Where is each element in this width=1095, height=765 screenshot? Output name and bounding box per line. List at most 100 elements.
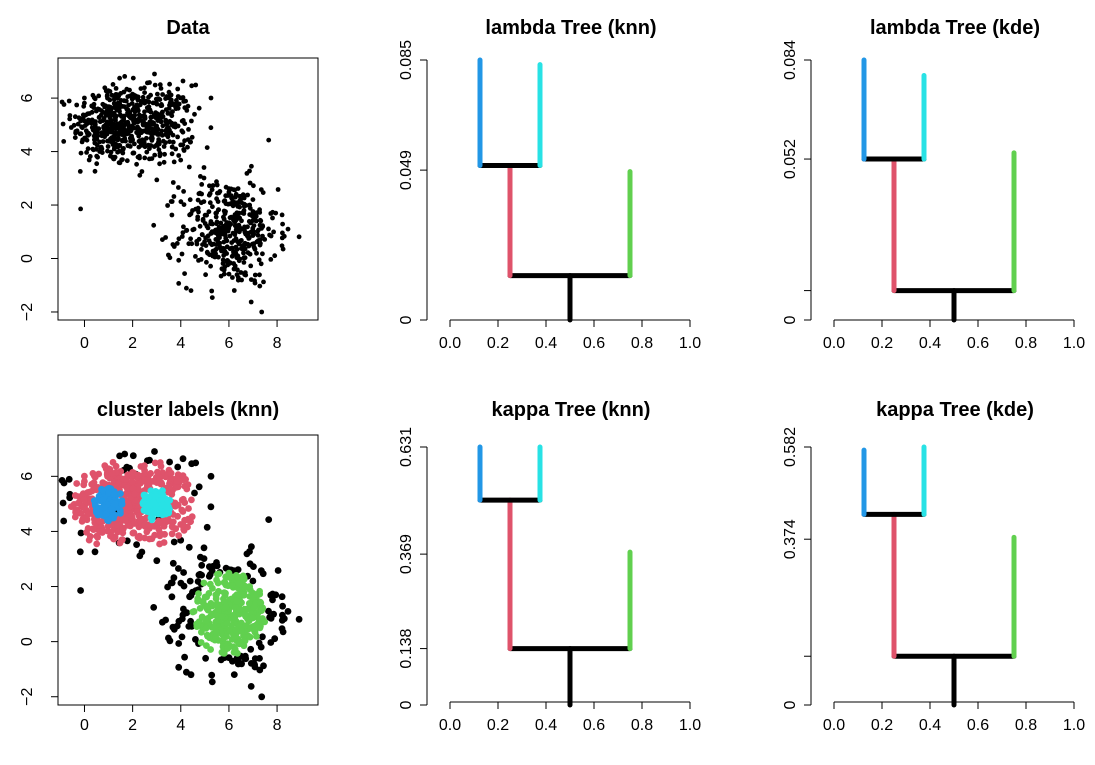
data-scatter-panel: Data 0 2 4 6 8 −2 0 2 4 6 [19, 17, 319, 352]
data-point [105, 517, 112, 525]
data-point [243, 203, 249, 208]
data-point [200, 544, 208, 552]
data-point [128, 512, 136, 519]
data-point [179, 521, 187, 528]
y-tick-label: 0.374 [782, 519, 799, 559]
data-point [295, 615, 303, 623]
data-point [241, 255, 247, 261]
lambda-tree-kde-panel: lambda Tree (kde) 0.0 0.2 0.4 0.6 0.8 1.0 0 0.… [782, 17, 1085, 352]
data-point [230, 649, 238, 656]
data-title: Data [166, 17, 210, 39]
data-point [180, 142, 186, 148]
data-point [261, 618, 269, 626]
data-point [158, 86, 164, 91]
data-point [256, 587, 263, 595]
data-point [67, 113, 73, 118]
lambda-kde-x-axis: 0.0 0.2 0.4 0.6 0.8 1.0 [823, 319, 1085, 352]
data-point [89, 470, 97, 477]
data-point [132, 141, 137, 147]
data-point [257, 567, 265, 574]
data-point [193, 623, 201, 630]
data-point [189, 118, 194, 124]
data-point [217, 656, 225, 664]
data-point [142, 109, 147, 115]
y-tick-label: 4 [19, 527, 36, 536]
data-point [178, 157, 184, 163]
data-point [84, 489, 92, 496]
data-point [261, 279, 266, 285]
data-point [199, 599, 207, 606]
data-point [245, 192, 251, 198]
data-point [239, 591, 246, 598]
data-point [210, 623, 218, 631]
data-point [107, 532, 114, 540]
data-point [279, 628, 287, 636]
data-point [116, 160, 122, 166]
data-point [189, 134, 195, 140]
data-point [279, 212, 285, 218]
data-point [141, 534, 149, 542]
data-point [125, 107, 131, 112]
data-point [213, 576, 221, 584]
data-point [113, 522, 121, 529]
data-point [192, 459, 200, 467]
x-tick-label: 0.4 [535, 717, 557, 734]
data-point [60, 517, 68, 525]
data-point [136, 552, 144, 560]
data-point [151, 222, 157, 228]
data-point [254, 614, 262, 622]
data-point [123, 98, 129, 104]
data-point [220, 261, 226, 266]
data-point [153, 479, 161, 486]
data-point [229, 582, 236, 589]
data-point [144, 135, 149, 141]
data-point [249, 594, 256, 602]
data-point [180, 78, 186, 84]
data-point [109, 127, 115, 133]
data-point [153, 123, 159, 129]
data-point [169, 151, 175, 157]
data-point [195, 590, 202, 597]
data-point [241, 654, 249, 662]
x-tick-label: 0.8 [1015, 335, 1037, 352]
data-point [208, 678, 216, 686]
x-tick-label: 0.2 [871, 717, 893, 734]
y-tick-label: 0 [782, 315, 799, 324]
data-point [270, 610, 277, 618]
data-point [187, 617, 195, 625]
data-point [204, 223, 210, 229]
data-point [166, 458, 174, 466]
data-point [203, 272, 209, 278]
data-point [119, 526, 127, 533]
data-point [130, 529, 137, 537]
data-point [156, 540, 164, 548]
data-point [166, 637, 174, 645]
data-point [247, 660, 255, 667]
labels-x-axis: 0 2 4 6 8 [80, 705, 282, 734]
data-point [103, 132, 109, 138]
data-point [202, 624, 210, 632]
data-point [96, 115, 102, 120]
data-point [88, 119, 94, 124]
data-point [152, 492, 159, 500]
data-point [73, 129, 79, 134]
data-point [121, 126, 127, 132]
data-point [86, 533, 94, 540]
data-point [239, 218, 244, 224]
data-point [193, 82, 199, 88]
data-point [184, 285, 189, 291]
data-point [214, 196, 220, 202]
data-point [242, 272, 248, 277]
data-point [133, 541, 141, 548]
data-point [271, 229, 276, 235]
data-point [246, 219, 252, 224]
data-point [205, 590, 213, 597]
data-point [246, 243, 252, 249]
data-point [270, 215, 275, 221]
data-point [167, 469, 175, 477]
data-point [124, 484, 132, 492]
data-point [280, 246, 286, 252]
data-point [259, 309, 265, 315]
data-point [129, 133, 135, 139]
data-point [154, 177, 160, 183]
